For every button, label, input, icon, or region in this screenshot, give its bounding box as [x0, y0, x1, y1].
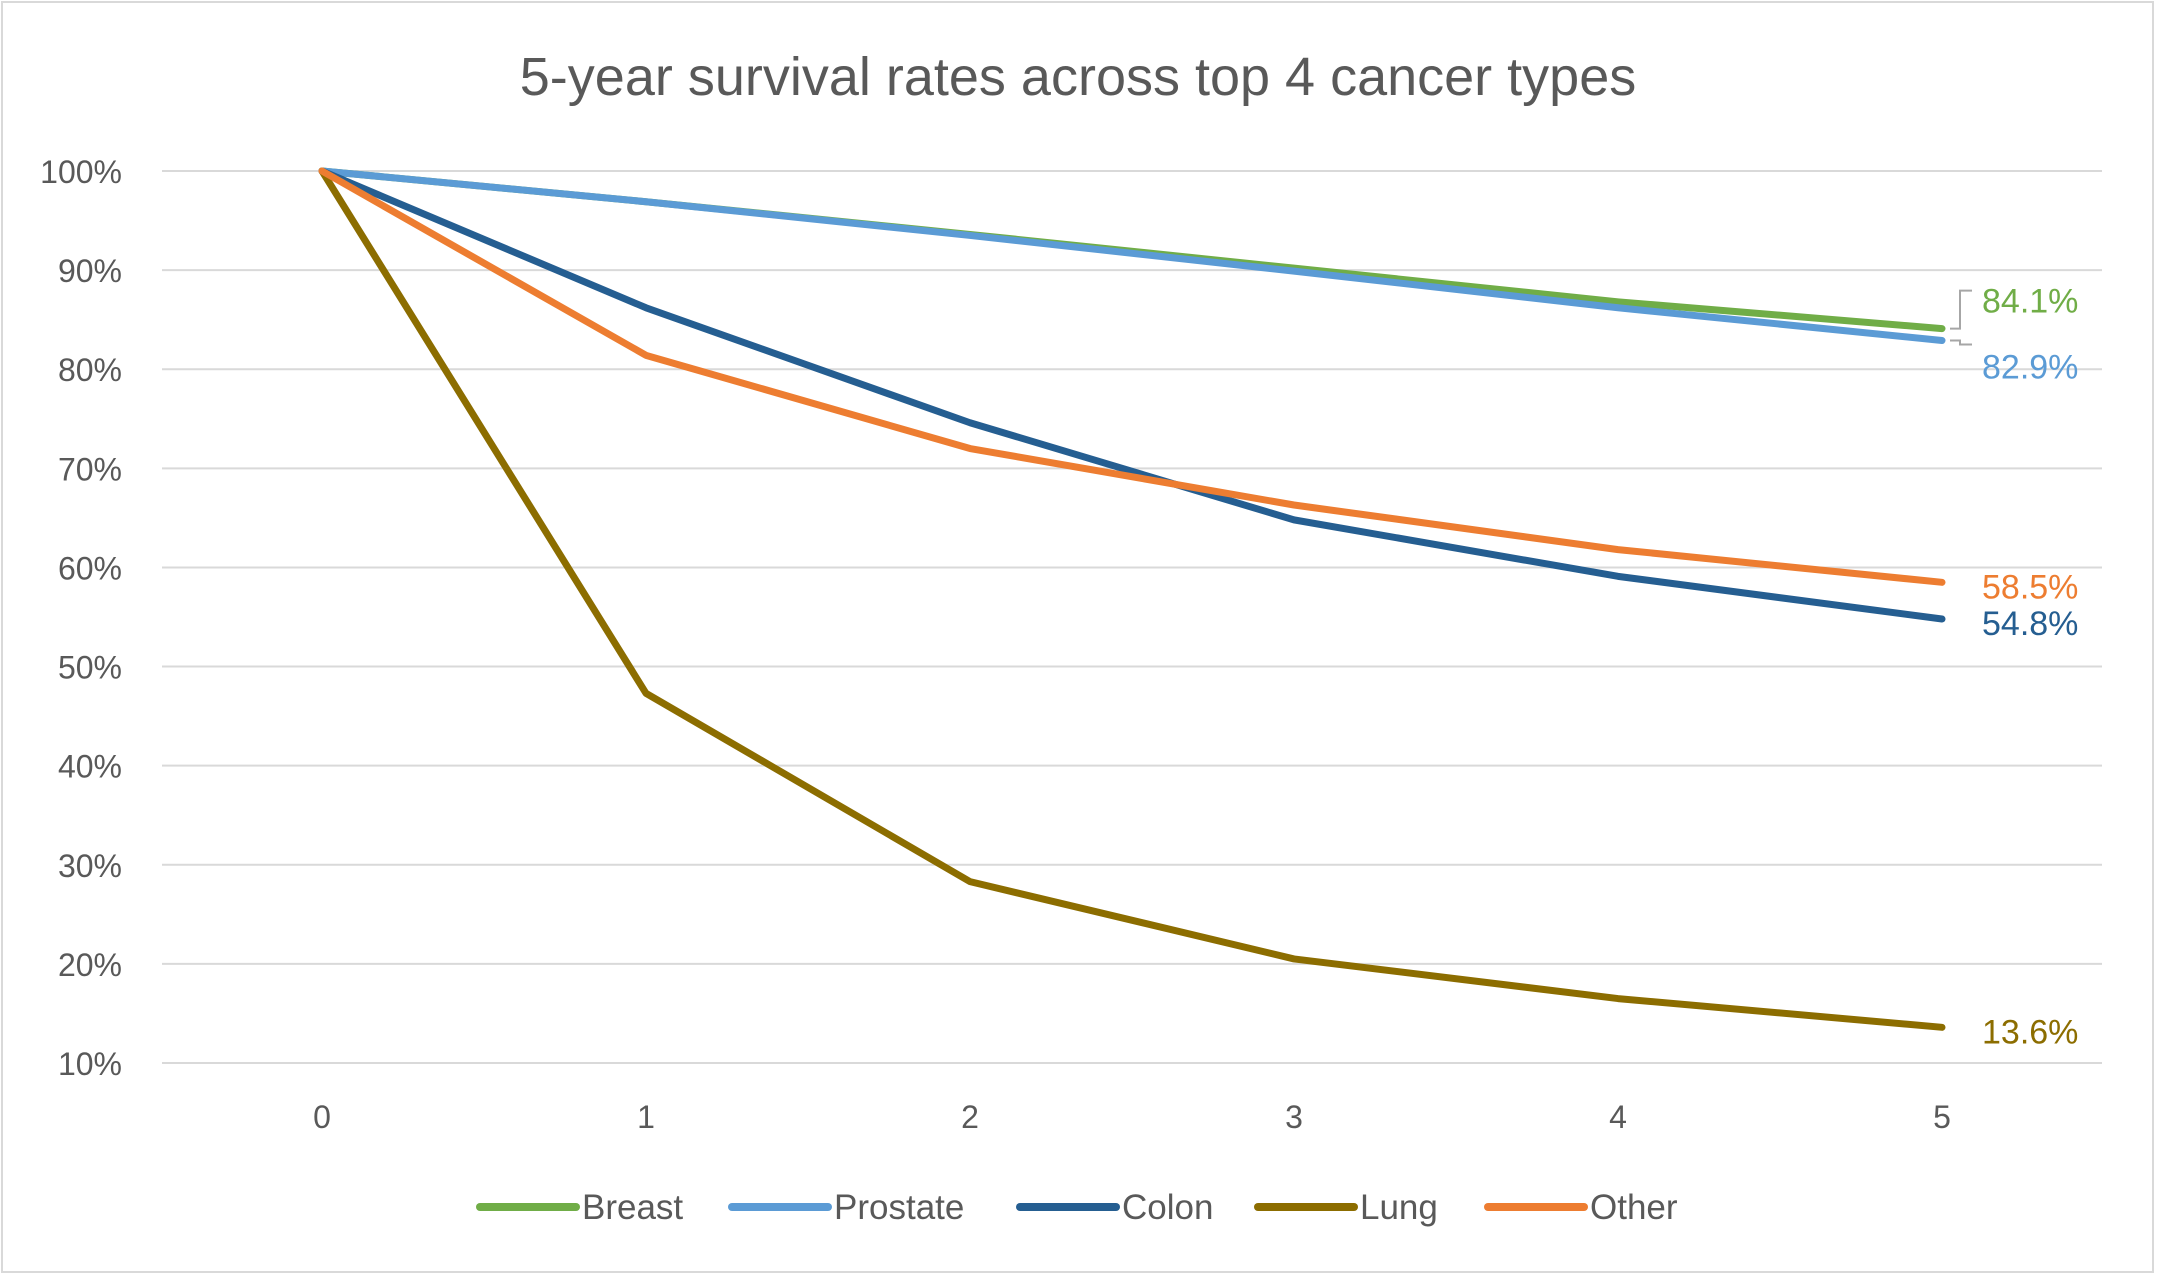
legend: Breast Prostate Colon Lung Other — [476, 1188, 1678, 1227]
y-axis-tick-labels: 10% 20% 30% 40% 50% 60% 70% 80% 90% 100% — [40, 154, 122, 1082]
end-label-lung: 13.6% — [1982, 1013, 2078, 1051]
series-line-colon — [318, 167, 1946, 623]
y-tick-label: 50% — [58, 650, 122, 686]
x-tick-label: 0 — [313, 1099, 331, 1135]
leader-line-breast — [1950, 289, 1972, 330]
y-tick-label: 10% — [58, 1046, 122, 1082]
legend-label-other: Other — [1590, 1188, 1678, 1227]
y-tick-label: 40% — [58, 749, 122, 785]
legend-label-breast: Breast — [582, 1188, 683, 1227]
series-line-other — [318, 167, 1946, 586]
legend-label-lung: Lung — [1360, 1188, 1438, 1227]
gridlines — [162, 170, 2102, 1064]
x-tick-label: 3 — [1285, 1099, 1303, 1135]
end-label-breast: 84.1% — [1982, 283, 2078, 321]
legend-label-prostate: Prostate — [834, 1188, 964, 1227]
series-lines — [318, 167, 1946, 1031]
y-tick-label: 30% — [58, 848, 122, 884]
series-line-prostate — [318, 167, 1946, 344]
x-tick-label: 4 — [1609, 1099, 1627, 1135]
y-tick-label: 70% — [58, 451, 122, 487]
y-tick-label: 20% — [58, 947, 122, 983]
legend-label-colon: Colon — [1122, 1188, 1213, 1227]
series-line-lung — [318, 167, 1946, 1031]
y-tick-label: 60% — [58, 550, 122, 586]
x-tick-label: 1 — [637, 1099, 655, 1135]
x-tick-label: 5 — [1933, 1099, 1951, 1135]
leader-line-prostate — [1950, 339, 1972, 346]
chart-title: 5-year survival rates across top 4 cance… — [520, 47, 1636, 107]
end-label-colon: 54.8% — [1982, 605, 2078, 643]
x-tick-label: 2 — [961, 1099, 979, 1135]
y-tick-label: 80% — [58, 352, 122, 388]
series-end-labels: 84.1% 82.9% 54.8% 13.6% 58.5% — [1950, 283, 2078, 1051]
y-tick-label: 100% — [40, 154, 122, 190]
end-label-other: 58.5% — [1982, 568, 2078, 606]
end-label-prostate: 82.9% — [1982, 348, 2078, 386]
y-tick-label: 90% — [58, 253, 122, 289]
x-axis-tick-labels: 0 1 2 3 4 5 — [313, 1099, 1951, 1135]
